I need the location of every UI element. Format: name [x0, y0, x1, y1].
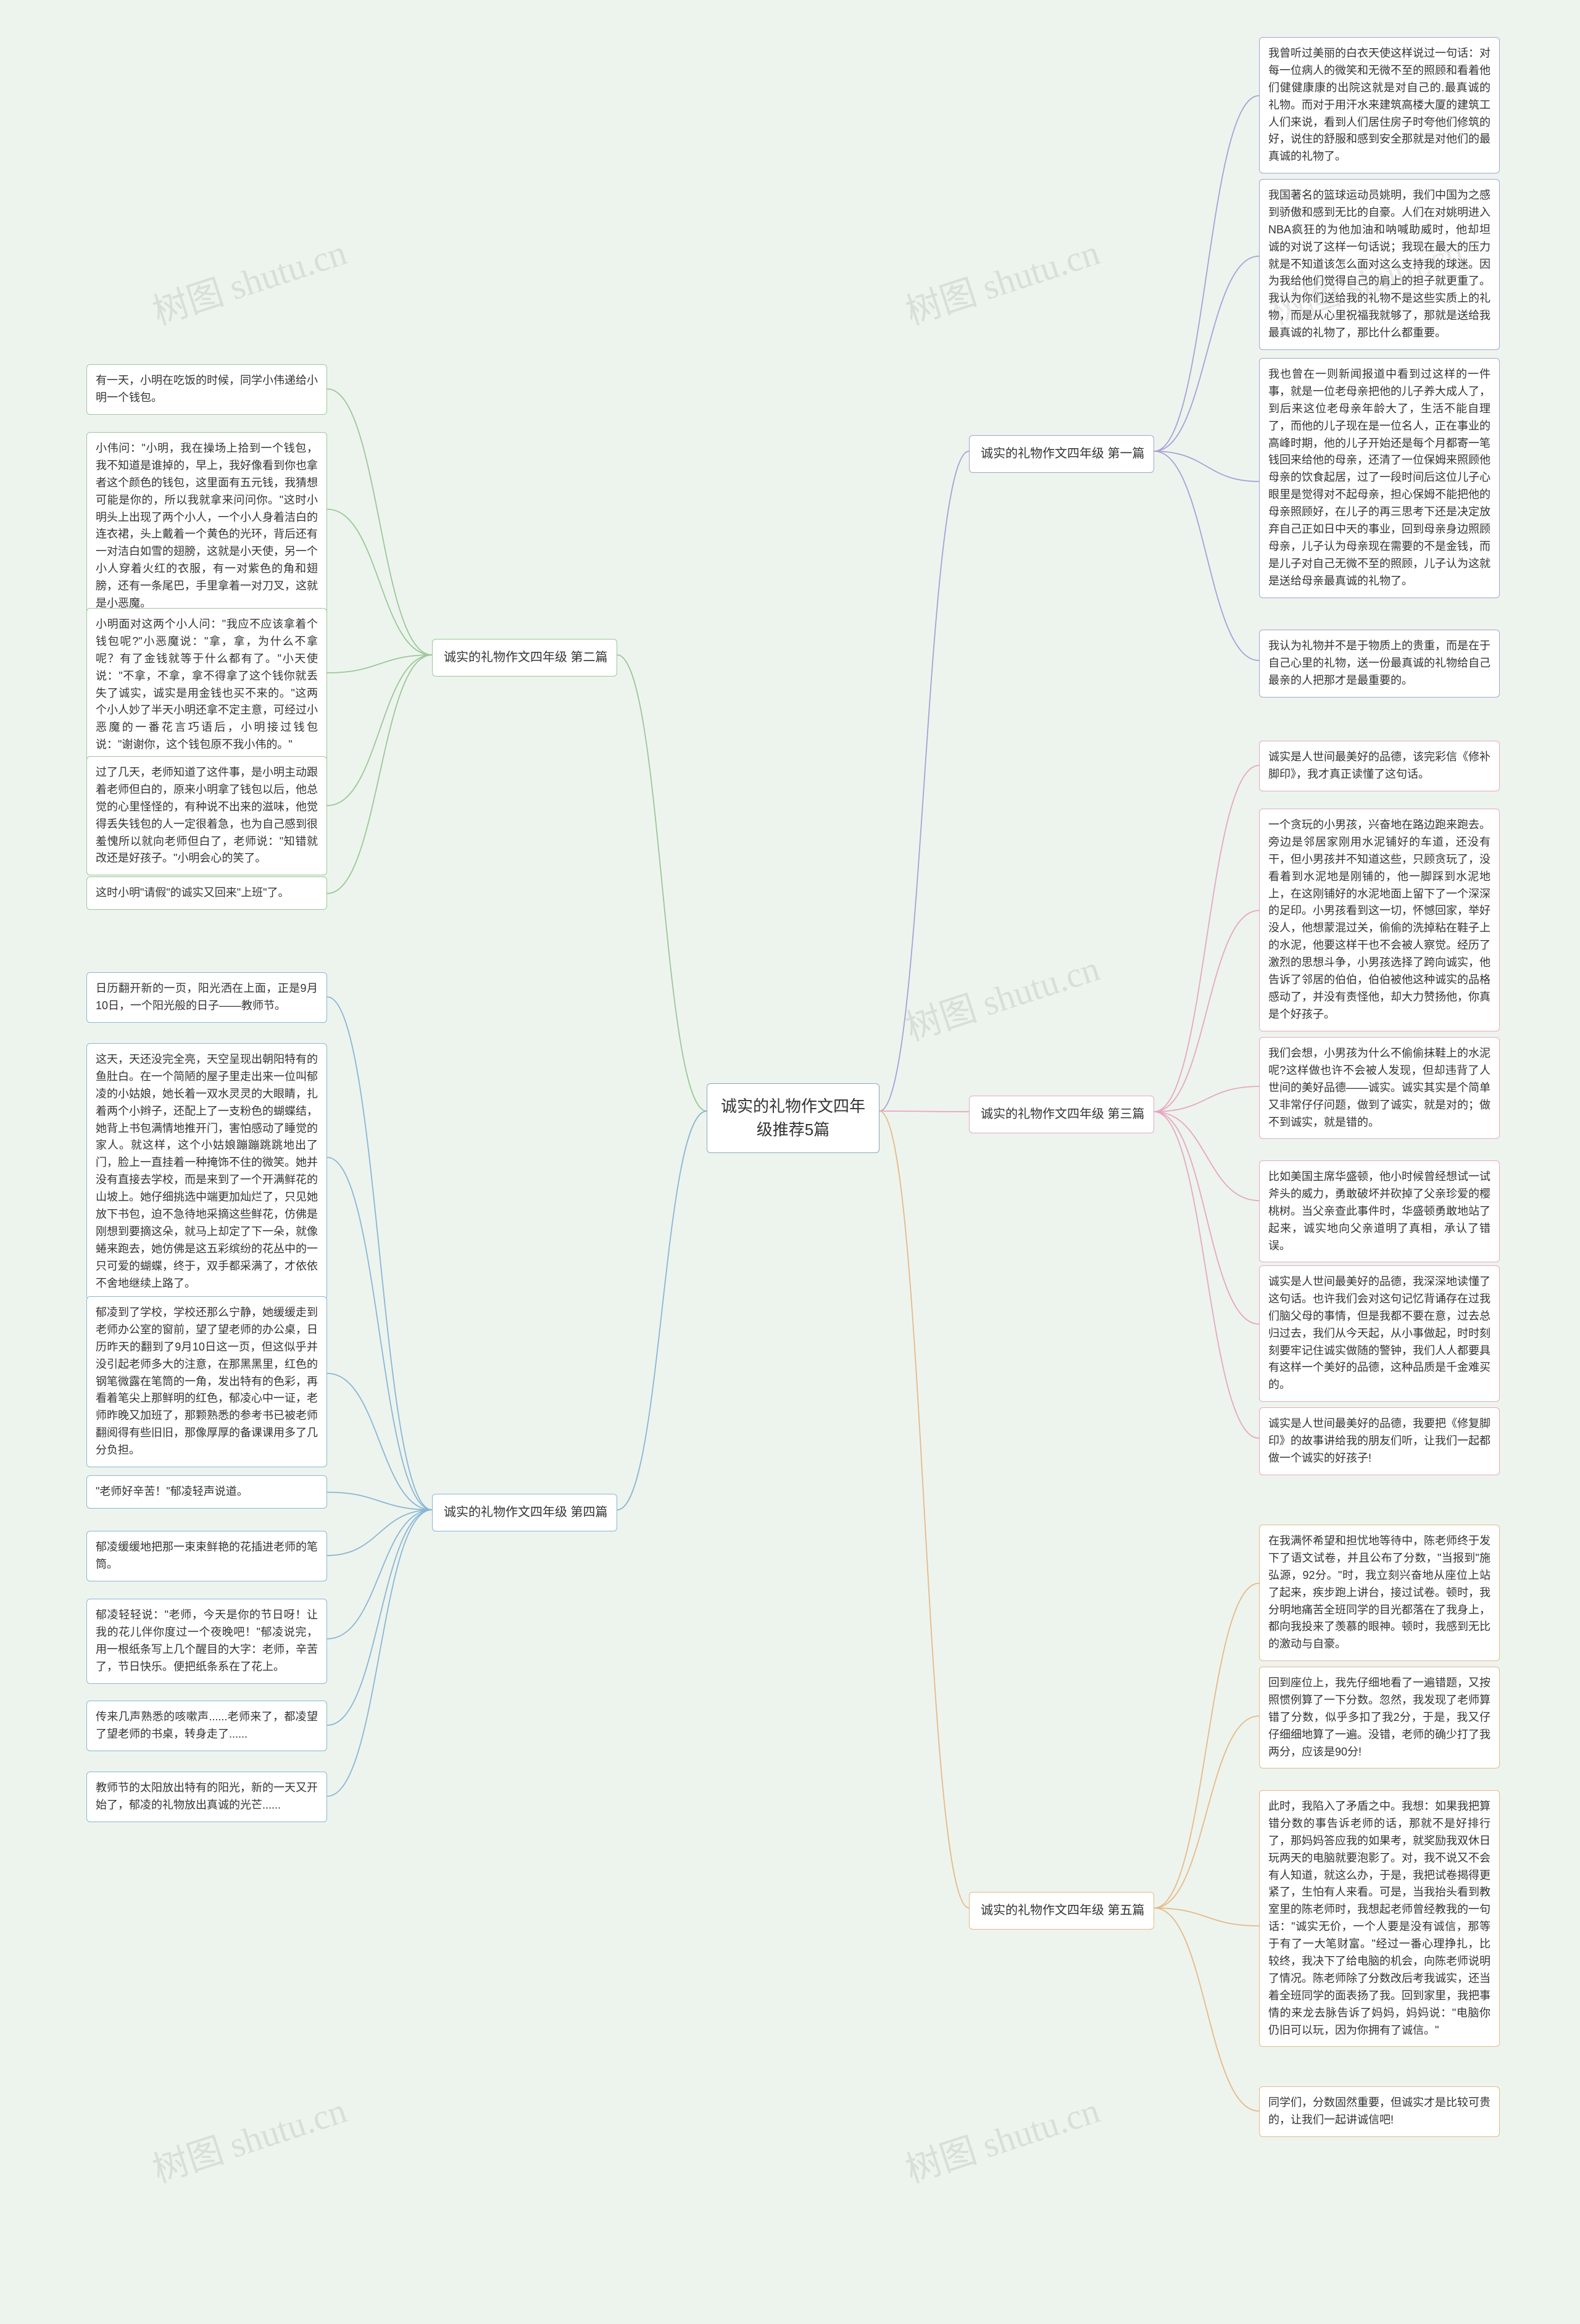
leaf-s5l2: 回到座位上，我先仔细地看了一遍错题，又按照惯例算了一下分数。忽然，我发现了老师算… [1259, 1667, 1500, 1768]
section-s5: 诚实的礼物作文四年级 第五篇 [969, 1892, 1154, 1930]
leaf-s3l3: 我们会想，小男孩为什么不偷偷抹鞋上的水泥呢?这样做也许不会被人发现，但却违背了人… [1259, 1037, 1500, 1139]
section-s1: 诚实的礼物作文四年级 第一篇 [969, 435, 1154, 473]
watermark: 树图 shutu.cn [145, 2081, 352, 2193]
leaf-s4l7: 传来几声熟悉的咳嗽声......老师来了，都凌望了望老师的书桌，转身走了....… [86, 1701, 327, 1751]
leaf-s3l5: 诚实是人世间最美好的品德，我深深地读懂了这句话。也许我们会对这句记忆背诵存在过我… [1259, 1265, 1500, 1402]
leaf-s1l3: 我也曾在一则新闻报道中看到过这样的一件事，就是一位老母亲把他的儿子养大成人了，到… [1259, 358, 1500, 598]
leaf-s1l1: 我曾听过美丽的白衣天使这样说过一句话：对每一位病人的微笑和无微不至的照顾和看着他… [1259, 37, 1500, 173]
section-s2: 诚实的礼物作文四年级 第二篇 [432, 639, 617, 677]
watermark: 树图 shutu.cn [145, 223, 352, 335]
watermark: 树图 shutu.cn [898, 223, 1105, 335]
watermark: 树图 shutu.cn [898, 2081, 1105, 2193]
leaf-s4l4: "老师好辛苦！"郁凌轻声说道。 [86, 1475, 327, 1509]
section-s3: 诚实的礼物作文四年级 第三篇 [969, 1096, 1154, 1133]
leaf-s3l2: 一个贪玩的小男孩，兴奋地在路边跑来跑去。旁边是邻居家刚用水泥铺好的车道，还没有干… [1259, 809, 1500, 1031]
watermark: 树图 shutu.cn [898, 939, 1105, 1051]
leaf-s4l5: 郁凌缓缓地把那一束束鲜艳的花插进老师的笔筒。 [86, 1531, 327, 1581]
leaf-s3l6: 诚实是人世间最美好的品德，我要把《修复脚印》的故事讲给我的朋友们听，让我们一起都… [1259, 1407, 1500, 1475]
leaf-s3l1: 诚实是人世间最美好的品德，该完彩信《修补脚印》，我才真正读懂了这句话。 [1259, 741, 1500, 791]
leaf-s4l1: 日历翻开新的一页，阳光洒在上面，正是9月10日，一个阳光般的日子——教师节。 [86, 972, 327, 1023]
leaf-s4l8: 教师节的太阳放出特有的阳光，新的一天又开始了，郁凌的礼物放出真诚的光芒.....… [86, 1772, 327, 1822]
leaf-s1l2: 我国著名的篮球运动员姚明，我们中国为之感到骄傲和感到无比的自豪。人们在对姚明进入… [1259, 179, 1500, 350]
leaf-s4l3: 郁凌到了学校，学校还那么宁静，她缓缓走到老师办公室的窗前，望了望老师的办公桌，日… [86, 1296, 327, 1467]
section-s4: 诚实的礼物作文四年级 第四篇 [432, 1494, 617, 1531]
leaf-s2l1: 有一天，小明在吃饭的时候，同学小伟递给小明一个钱包。 [86, 364, 327, 415]
leaf-s5l3: 此时，我陷入了矛盾之中。我想：如果我把算错分数的事告诉老师的话，那就不是好排行了… [1259, 1790, 1500, 2047]
leaf-s2l2: 小伟问："小明，我在操场上拾到一个钱包，我不知道是谁掉的，早上，我好像看到你也拿… [86, 432, 327, 620]
leaf-s2l3: 小明面对这两个小人问："我应不应该拿着个钱包呢?"小恶魔说："拿，拿，为什么不拿… [86, 608, 327, 762]
leaf-s1l4: 我认为礼物并不是于物质上的贵重，而是在于自己心里的礼物，送一份最真诚的礼物给自己… [1259, 630, 1500, 698]
leaf-s2l4: 过了几天，老师知道了这件事，是小明主动跟着老师但白的，原来小明拿了钱包以后，他总… [86, 756, 327, 875]
leaf-s4l6: 郁凌轻轻说："老师，今天是你的节日呀！让我的花儿伴你度过一个夜晚吧！"郁凌说完，… [86, 1599, 327, 1684]
root-node: 诚实的礼物作文四年级推荐5篇 [707, 1083, 879, 1153]
leaf-s3l4: 比如美国主席华盛顿，他小时候曾经想试一试斧头的威力，勇敢破坏并砍掉了父亲珍爱的樱… [1259, 1160, 1500, 1262]
leaf-s5l4: 同学们，分数固然重要，但诚实才是比较可贵的，让我们一起讲诚信吧! [1259, 2086, 1500, 2137]
leaf-s2l5: 这时小明"请假"的诚实又回来"上班"了。 [86, 877, 327, 910]
leaf-s4l2: 这天，天还没完全亮，天空呈现出朝阳特有的鱼肚白。在一个简陋的屋子里走出来一位叫郁… [86, 1043, 327, 1300]
leaf-s5l1: 在我满怀希望和担忧地等待中，陈老师终于发下了语文试卷，并且公布了分数，"当报到"… [1259, 1525, 1500, 1661]
